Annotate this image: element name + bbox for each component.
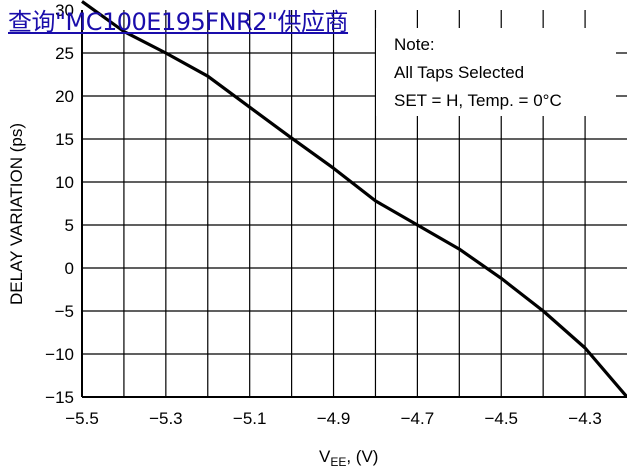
x-axis-label-subscript: EE [330,455,346,469]
note-taps: All Taps Selected [394,63,524,82]
y-tick-label: 5 [65,216,74,235]
y-tick-labels: −15 −10 −5 0 5 10 15 20 25 30 [45,1,74,407]
series-line-0 [81,0,627,399]
y-tick-label: 10 [55,173,74,192]
x-axis-label: VEE, (V) [319,447,378,469]
x-tick-label: −4.9 [317,409,351,428]
y-tick-label: 0 [65,259,74,278]
y-tick-label: −15 [45,388,74,407]
x-tick-label: −4.7 [401,409,435,428]
plot-frame [81,10,627,398]
x-tick-label: −4.3 [568,409,602,428]
x-tick-label: −5.3 [149,409,183,428]
y-tick-label: 25 [55,44,74,63]
x-tick-labels: −5.5 −5.3 −5.1 −4.9 −4.7 −4.5 −4.3 [65,409,602,428]
note-conditions: SET = H, Temp. = 0°C [394,91,562,110]
x-tick-label: −5.1 [233,409,267,428]
note-annotation: Note: All Taps Selected SET = H, Temp. =… [376,28,616,116]
x-tick-label: −5.5 [65,409,99,428]
note-background [376,28,616,116]
x-tick-label: −4.5 [484,409,518,428]
x-axis-label-main: V [319,447,331,466]
x-axis-label-unit: , (V) [346,447,378,466]
y-tick-label: 15 [55,130,74,149]
y-tick-label: 20 [55,87,74,106]
y-axis-label: DELAY VARIATION (ps) [7,123,26,305]
y-tick-label: −5 [55,302,74,321]
series [81,0,627,399]
y-tick-label: −10 [45,345,74,364]
note-title: Note: [394,35,435,54]
supplier-search-link[interactable]: 查询"MC100E195FNR2"供应商 [8,8,349,36]
y-tick-label: 30 [55,1,74,20]
